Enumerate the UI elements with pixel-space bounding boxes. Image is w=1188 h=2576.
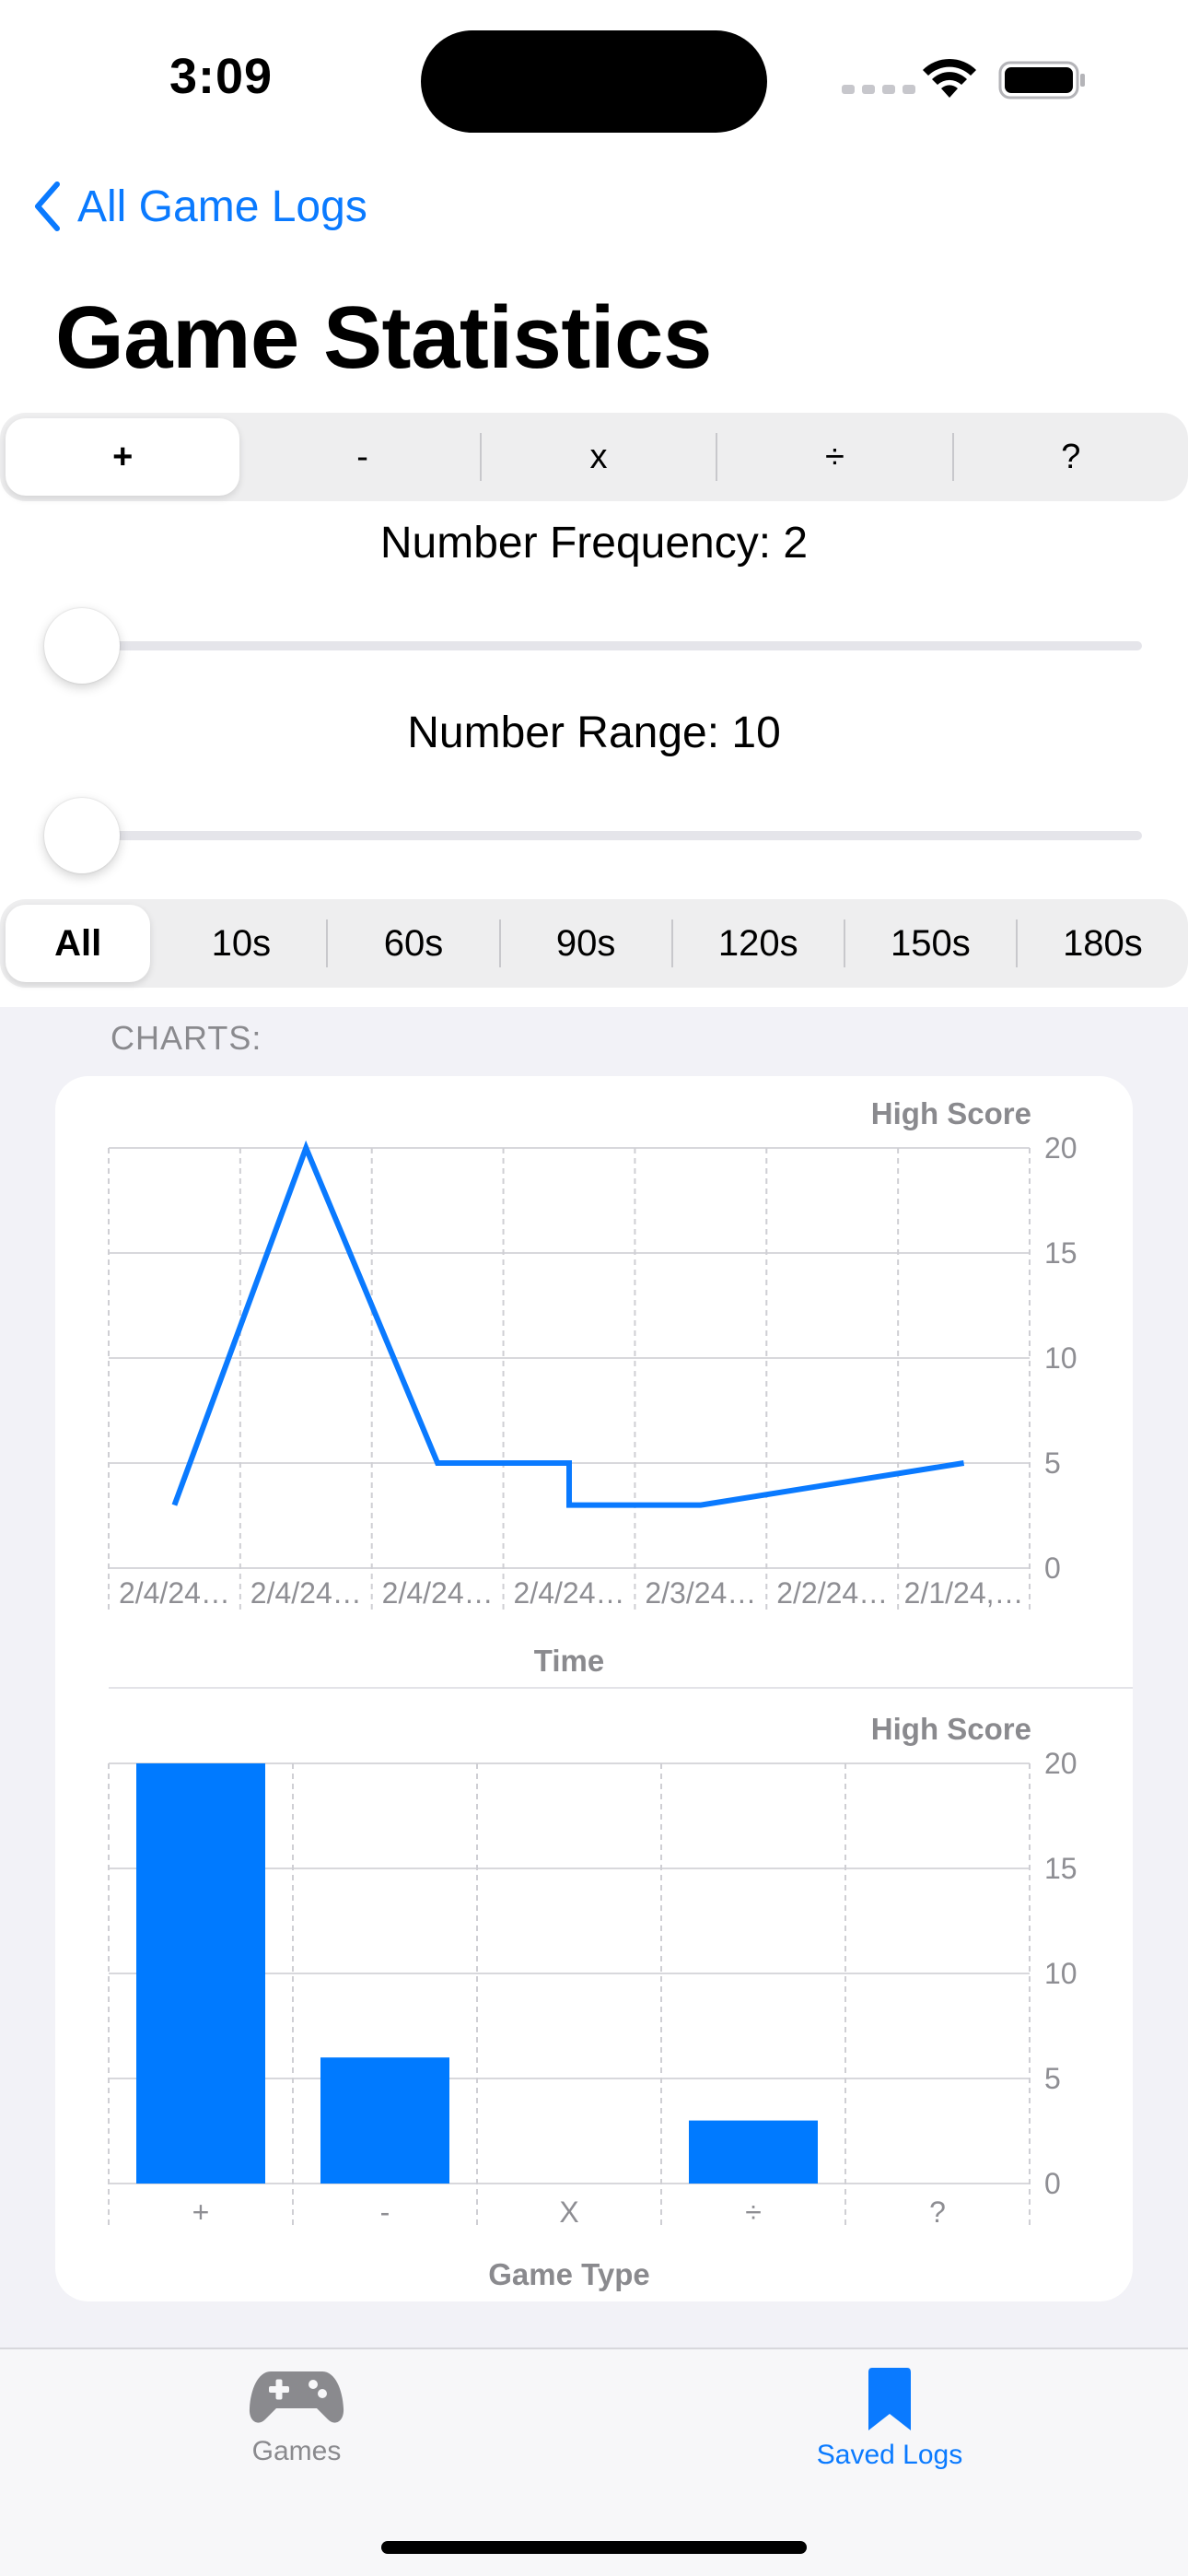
- wifi-icon: [923, 58, 976, 98]
- tab-games-label: Games: [251, 2436, 342, 2466]
- charts-section-header: CHARTS:: [111, 1019, 262, 1057]
- slider-thumb[interactable]: [44, 798, 120, 873]
- chart-divider: [109, 1687, 1133, 1689]
- x-tick-label: 2/4/24…: [250, 1576, 362, 1610]
- segment-divider: [843, 919, 845, 967]
- segment-150s[interactable]: 150s: [890, 922, 971, 964]
- segment-divider: [1015, 919, 1018, 967]
- back-button[interactable]: All Game Logs: [33, 181, 367, 232]
- y-tick-label: 10: [1044, 1341, 1077, 1375]
- y-tick-label: 0: [1044, 2167, 1061, 2200]
- segment-90s[interactable]: 90s: [555, 922, 616, 964]
- duration-segmented-control: All 10s 60s 90s 120s 150s 180s: [0, 899, 1188, 988]
- x-tick-label: 2/2/24…: [776, 1576, 888, 1610]
- segment-plus[interactable]: +: [6, 418, 240, 496]
- home-indicator: [381, 2541, 807, 2554]
- status-bar: 3:09: [0, 0, 1188, 157]
- tab-games[interactable]: Games: [158, 2366, 435, 2467]
- segment-all[interactable]: All: [6, 905, 151, 982]
- segment-multiply[interactable]: x: [589, 437, 608, 476]
- x-tick-label: +: [192, 2195, 210, 2229]
- y-axis-title: High Score: [871, 1712, 1031, 1746]
- bar-chart: High Score 0 5 10 15 20 + - X ÷ ? Game Type: [108, 1712, 1077, 2291]
- y-tick-label: 15: [1044, 1852, 1077, 1885]
- slider-thumb[interactable]: [44, 608, 120, 684]
- y-tick-label: 0: [1044, 1551, 1061, 1585]
- status-time: 3:09: [169, 49, 274, 104]
- segment-divide[interactable]: ÷: [824, 437, 844, 476]
- bookmark-icon: [868, 2368, 911, 2430]
- gamecontroller-icon: [249, 2371, 344, 2423]
- y-tick-label: 5: [1044, 2062, 1061, 2095]
- x-tick-label: 2/4/24…: [119, 1576, 230, 1610]
- segment-10s[interactable]: 10s: [211, 922, 272, 964]
- bar-0: [136, 1763, 265, 2184]
- high-score-line: [171, 1140, 965, 1508]
- segment-random[interactable]: ?: [1061, 437, 1081, 476]
- x-tick-label: 2/3/24…: [645, 1576, 756, 1610]
- charts-card: High Score 0 5 10 15 20 2/4/24… 2/4/24… 2/4/24… 2…: [55, 1076, 1133, 2301]
- frequency-label: Number Frequency: 2: [379, 519, 809, 568]
- x-tick-label: ?: [929, 2195, 946, 2229]
- segment-divider: [326, 919, 329, 967]
- y-tick-label: 5: [1044, 1446, 1061, 1480]
- y-tick-label: 20: [1044, 1131, 1077, 1165]
- cellular-signal-icon: [842, 85, 915, 94]
- slider-track: [44, 641, 1142, 650]
- x-axis-title: Game Type: [488, 2257, 649, 2291]
- x-axis-title: Time: [534, 1644, 604, 1678]
- dynamic-island: [421, 30, 767, 133]
- y-tick-label: 15: [1044, 1236, 1077, 1270]
- segment-divider: [498, 919, 501, 967]
- x-tick-label: X: [559, 2195, 578, 2229]
- tab-saved-logs[interactable]: Saved Logs: [751, 2366, 1028, 2471]
- chevron-left-icon: [35, 181, 60, 231]
- segment-divider: [716, 433, 718, 481]
- slider-track: [44, 831, 1142, 840]
- range-label: Number Range: 10: [407, 708, 781, 757]
- segment-120s[interactable]: 120s: [717, 922, 798, 964]
- page-title: Game Statistics: [55, 288, 712, 387]
- segment-minus[interactable]: -: [356, 437, 368, 476]
- range-slider[interactable]: [44, 798, 1142, 873]
- back-button-label: All Game Logs: [77, 181, 367, 231]
- segment-divider: [479, 433, 482, 481]
- tab-bar: Games Saved Logs: [0, 2348, 1188, 2576]
- x-tick-label: -: [380, 2195, 390, 2229]
- x-tick-label: 2/4/24…: [514, 1576, 625, 1610]
- segment-60s[interactable]: 60s: [383, 922, 444, 964]
- segment-divider: [951, 433, 954, 481]
- y-axis-title: High Score: [871, 1096, 1031, 1130]
- operation-segmented-control: + - x ÷ ?: [0, 413, 1188, 501]
- x-tick-label: ÷: [745, 2195, 762, 2229]
- y-tick-label: 10: [1044, 1957, 1077, 1990]
- y-tick-label: 20: [1044, 1747, 1077, 1780]
- x-tick-label: 2/4/24…: [382, 1576, 494, 1610]
- segment-divider: [670, 919, 673, 967]
- tab-saved-logs-label: Saved Logs: [816, 2440, 963, 2470]
- segment-180s[interactable]: 180s: [1063, 922, 1143, 964]
- frequency-slider[interactable]: [44, 608, 1142, 684]
- line-chart: High Score 0 5 10 15 20 2/4/24… 2/4/24… 2/4/24… 2…: [108, 1096, 1077, 1678]
- x-tick-label: 2/1/24,…: [904, 1576, 1024, 1610]
- bar-3: [689, 2120, 818, 2184]
- bar-1: [320, 2057, 449, 2184]
- battery-icon: [998, 61, 1085, 100]
